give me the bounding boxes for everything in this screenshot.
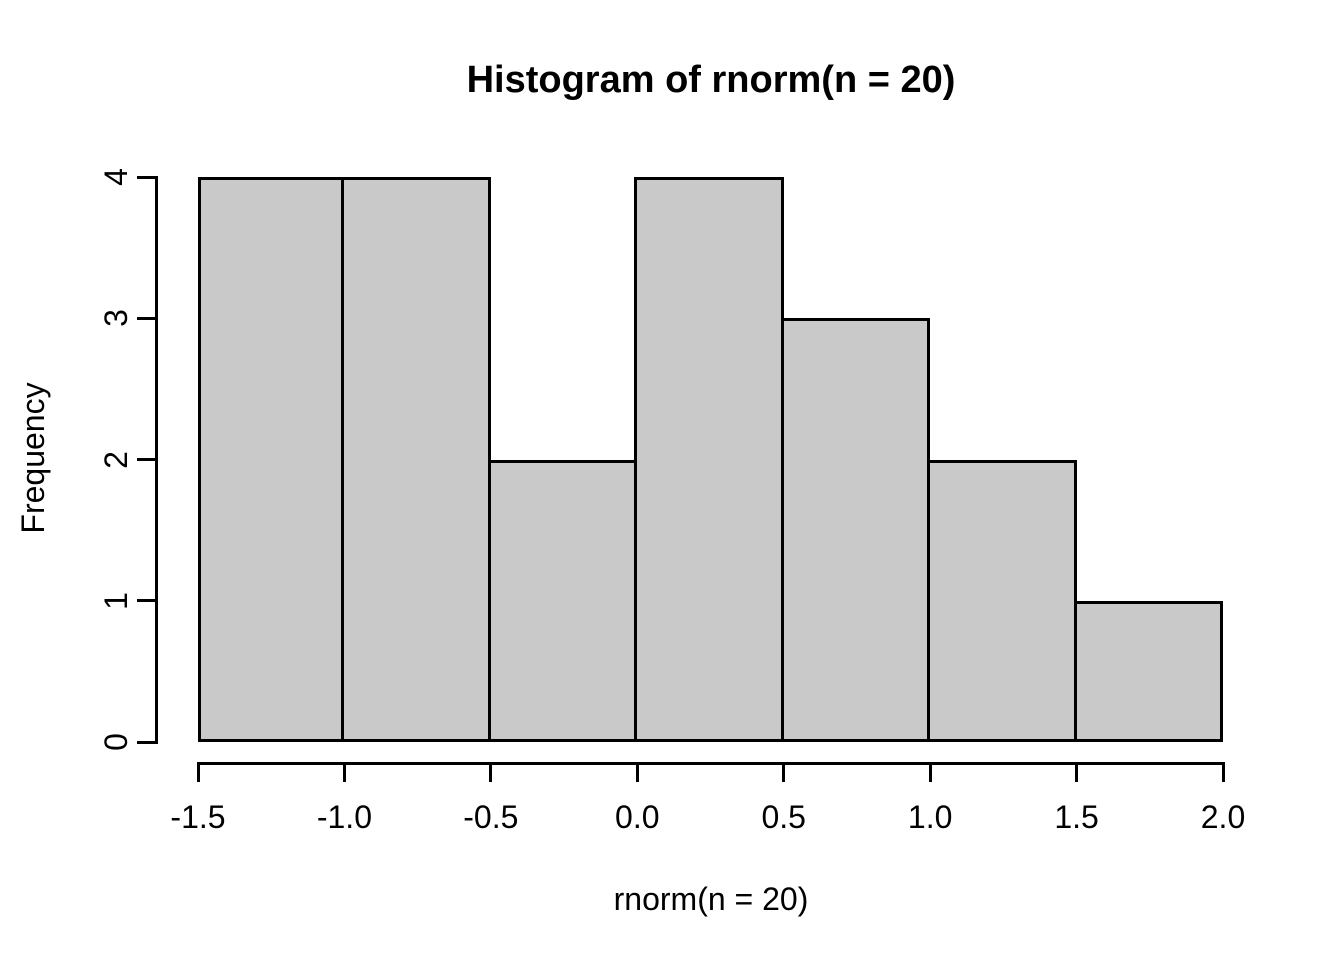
chart-title: Histogram of rnorm(n = 20) [466, 59, 956, 101]
histogram-bar [927, 459, 1077, 742]
y-axis-tick [137, 316, 156, 320]
y-axis-tick [137, 175, 156, 179]
y-axis-tick-label: 1 [98, 591, 134, 610]
x-axis-tick [1221, 763, 1225, 782]
x-axis-tick-label: 1.5 [1054, 799, 1099, 835]
y-axis-tick [137, 599, 156, 603]
x-axis-line [196, 761, 1225, 765]
y-axis-tick [137, 740, 156, 744]
histogram-bar [487, 459, 638, 742]
y-axis-tick-label: 0 [98, 733, 134, 751]
x-axis-tick-label: 0.5 [761, 799, 806, 835]
histogram-bar [1073, 600, 1223, 742]
x-axis-tick [342, 763, 346, 782]
y-axis-tick-label: 4 [98, 168, 134, 186]
y-axis-tick-label: 2 [98, 450, 134, 469]
x-axis-label: rnorm(n = 20) [613, 881, 809, 917]
x-axis-tick-label: -0.5 [463, 799, 519, 835]
x-axis-tick [489, 763, 493, 782]
x-axis-tick [196, 763, 200, 782]
histogram-bar [634, 177, 784, 742]
x-axis-tick-label: 1.0 [907, 799, 953, 835]
x-axis-tick [1075, 763, 1079, 782]
x-axis-tick [635, 763, 639, 782]
x-axis-tick-label: 0.0 [615, 799, 660, 835]
y-axis-tick [137, 458, 156, 461]
x-axis-tick-label: -1.0 [316, 799, 372, 835]
y-axis-line [154, 175, 158, 744]
x-axis-tick-label: 2.0 [1200, 799, 1246, 835]
y-axis-tick-label: 3 [98, 309, 134, 328]
x-axis-tick [782, 763, 786, 782]
histogram-bar [341, 177, 491, 742]
x-axis-tick [928, 763, 932, 782]
histogram-bar [780, 318, 931, 742]
x-axis-tick-label: -1.5 [170, 799, 226, 835]
histogram-bar [198, 177, 345, 742]
